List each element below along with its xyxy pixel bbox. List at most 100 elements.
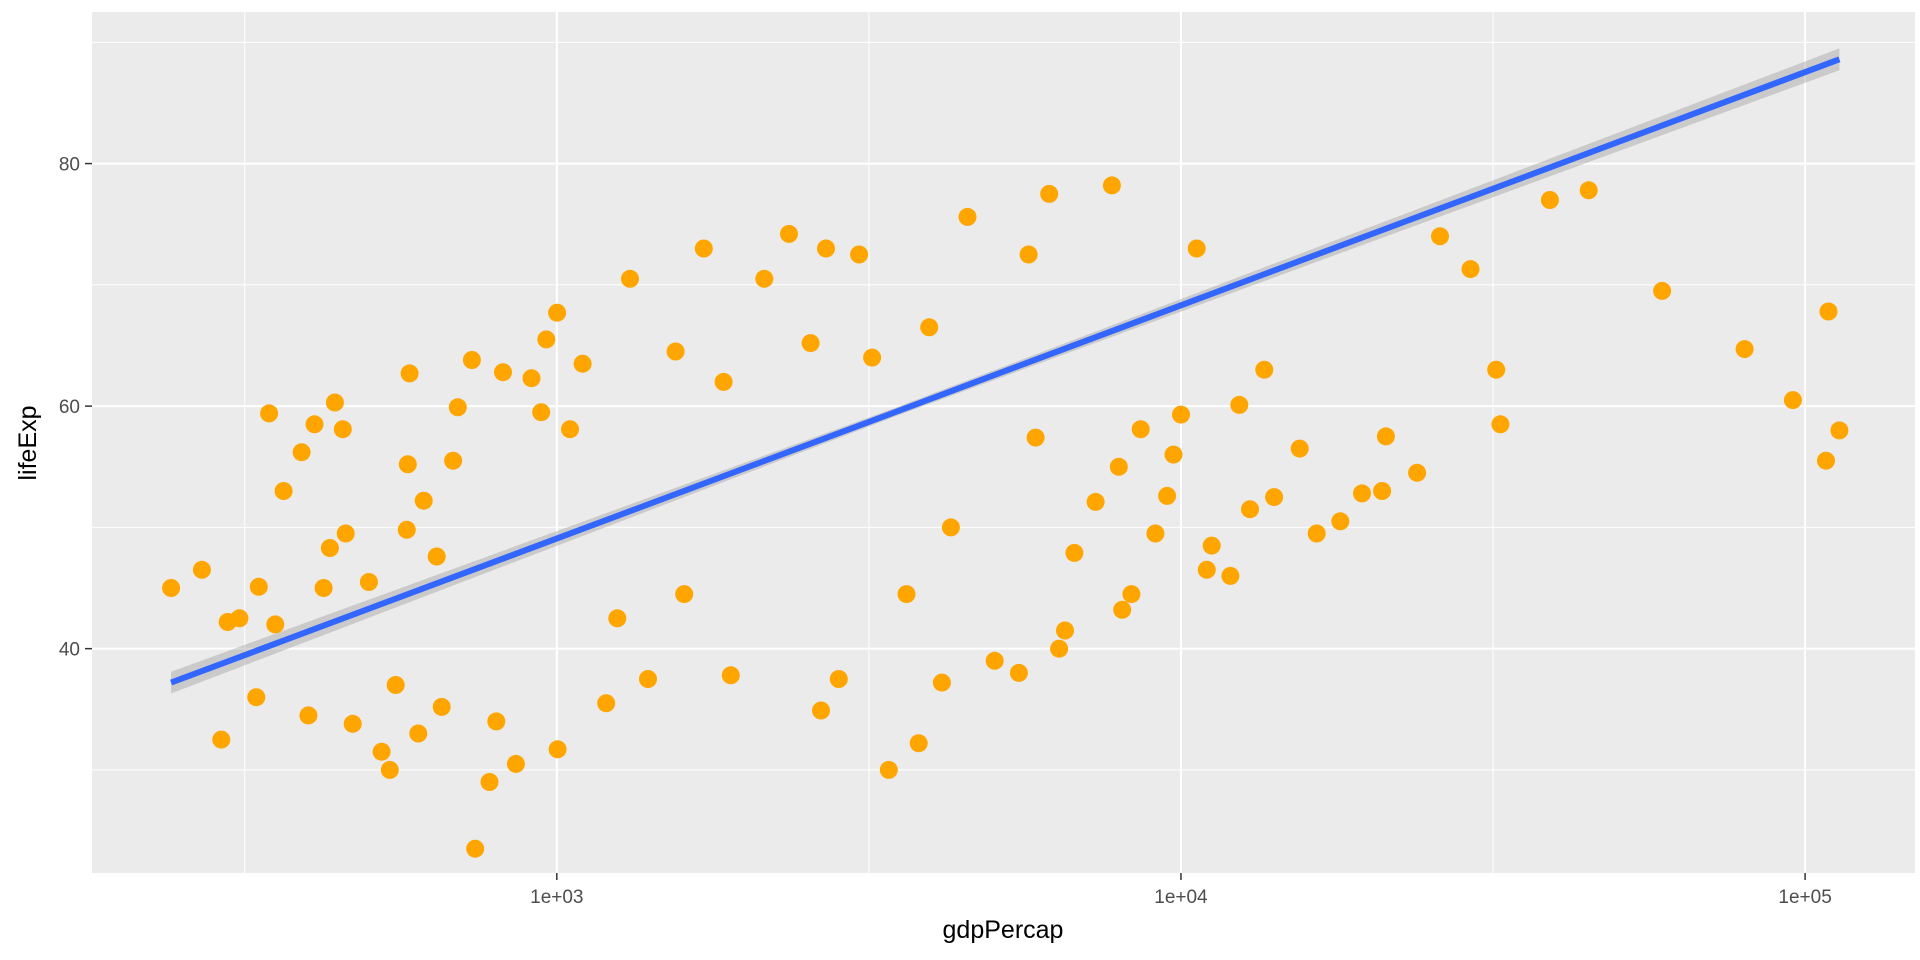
data-point [462,351,481,369]
data-point [1265,488,1284,507]
data-point [573,354,592,373]
data-point [863,348,882,367]
data-point [274,482,293,500]
data-point [1830,421,1849,440]
data-point [829,670,848,688]
data-point [314,579,333,597]
data-point [212,730,231,749]
gridlines [92,12,1915,873]
data-point [1019,245,1038,264]
axes: 1e+03 1e+04 1e+05 40 60 80 [59,155,1832,908]
data-point [466,839,485,858]
data-point [247,688,266,707]
data-point [325,393,344,412]
data-point [266,615,285,634]
data-point [1241,500,1259,519]
data-point [1056,621,1074,640]
data-point [817,239,835,258]
data-point [850,245,869,264]
data-point [400,364,419,383]
data-point [755,269,774,288]
data-point [909,734,928,753]
data-point [1579,181,1598,200]
data-point [812,701,830,720]
data-point [522,369,541,388]
x-axis-title: gdpPercap [943,916,1064,944]
data-point [532,403,551,422]
data-point [1376,427,1395,446]
data-point [487,712,506,731]
data-point [1187,239,1206,258]
data-point [920,318,939,337]
data-point [1540,191,1559,209]
data-point [305,415,324,434]
data-point [448,398,467,417]
data-point [932,673,951,692]
data-point [299,706,318,725]
data-point [1122,585,1141,604]
data-point [1307,524,1326,543]
data-point [985,651,1004,670]
data-point [506,754,525,773]
data-point [537,330,556,349]
y-tick-label: 80 [59,155,80,176]
data-point [958,207,977,226]
x-tick-label: 1e+03 [530,887,583,908]
data-point [1783,391,1802,410]
data-point [780,224,798,243]
data-point [1221,566,1240,585]
data-point [1408,463,1427,482]
regression-line [170,56,1841,686]
data-point [1086,492,1105,511]
data-point [666,342,685,361]
data-point [548,303,567,322]
regression-line-path [170,56,1841,686]
data-point [444,451,463,470]
data-point [397,520,416,539]
data-point [1102,176,1121,195]
data-point [561,420,579,439]
data-point [480,773,499,791]
data-point [694,239,713,258]
data-point [292,443,311,462]
data-point [1817,451,1835,470]
data-point [1065,543,1084,562]
data-point [1172,405,1190,424]
data-point [260,404,279,423]
data-point [333,420,352,439]
data-point [359,573,378,591]
data-point [941,518,960,537]
data-point [414,491,433,510]
data-point [879,760,898,779]
data-point [597,694,616,713]
data-point [380,760,399,779]
data-point [343,714,362,733]
data-point [1353,484,1371,503]
data-point [1131,420,1150,439]
data-point [494,363,512,382]
data-point [398,455,417,474]
data-point [320,539,339,557]
data-point [1202,536,1221,555]
data-point [1230,395,1249,414]
data-point [249,577,268,596]
data-point [1331,512,1350,531]
data-point [1026,428,1045,447]
data-point [386,676,405,694]
data-point [372,742,391,761]
data-point [1461,260,1480,279]
data-point [1146,524,1165,543]
data-point [1653,281,1672,300]
data-point [1009,663,1028,682]
data-point [1197,560,1216,579]
data-point [1113,600,1132,619]
data-point [1158,486,1177,505]
data-point [721,666,740,685]
data-point [230,609,249,628]
data-point [162,579,181,597]
data-point [1050,639,1069,658]
data-point [714,372,733,391]
y-tick-label: 60 [59,397,80,418]
data-point [548,740,567,759]
data-point [1735,340,1754,359]
